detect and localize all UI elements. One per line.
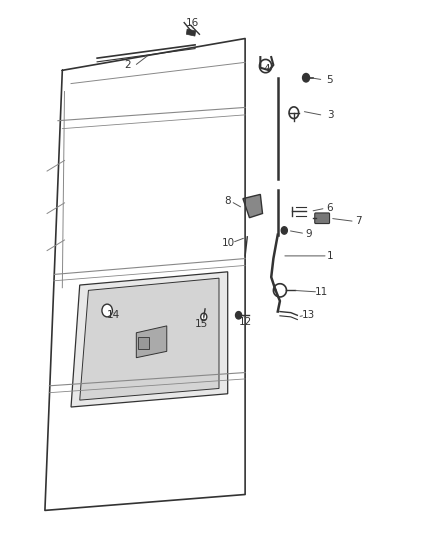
Polygon shape xyxy=(71,272,228,407)
Bar xyxy=(186,29,196,36)
Bar xyxy=(138,337,149,349)
Text: 13: 13 xyxy=(302,310,315,320)
Circle shape xyxy=(201,313,207,320)
Text: 8: 8 xyxy=(224,196,231,206)
Text: 12: 12 xyxy=(238,317,252,327)
Text: 5: 5 xyxy=(327,75,333,85)
Text: 11: 11 xyxy=(314,287,328,297)
Circle shape xyxy=(281,227,287,234)
Circle shape xyxy=(303,74,310,82)
Text: 10: 10 xyxy=(222,238,235,248)
Text: 4: 4 xyxy=(264,64,270,74)
Text: 7: 7 xyxy=(355,216,362,227)
Polygon shape xyxy=(80,278,219,400)
Text: 14: 14 xyxy=(107,310,120,320)
Text: 15: 15 xyxy=(195,319,208,329)
Text: 3: 3 xyxy=(327,110,333,120)
Text: 9: 9 xyxy=(305,229,311,239)
Text: 1: 1 xyxy=(327,251,333,261)
FancyBboxPatch shape xyxy=(315,213,329,223)
Polygon shape xyxy=(243,195,262,217)
Text: 16: 16 xyxy=(186,18,200,28)
Circle shape xyxy=(236,312,242,319)
Polygon shape xyxy=(136,326,167,358)
Circle shape xyxy=(102,304,113,317)
Text: 2: 2 xyxy=(124,60,131,70)
Text: 6: 6 xyxy=(327,203,333,213)
